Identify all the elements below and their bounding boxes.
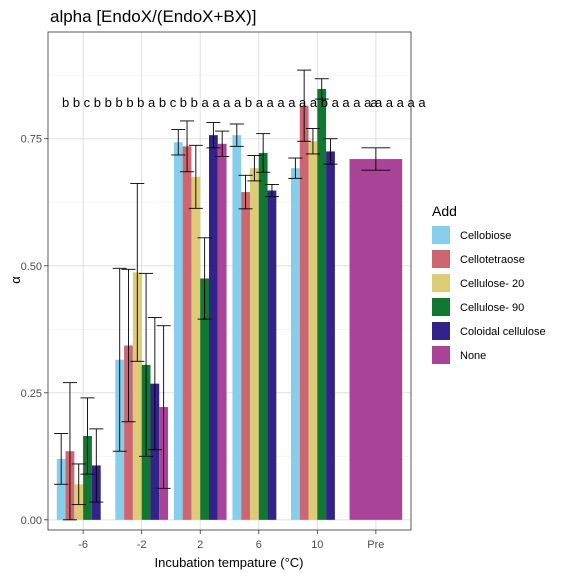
significance-letters: b b c b b b b b a b c b b a a a a b a a …	[62, 95, 426, 110]
significance-letter-pre: a	[370, 95, 378, 110]
x-tick-label: 6	[256, 539, 262, 551]
bar	[291, 168, 300, 520]
chart-title: alpha [EndoX/(EndoX+BX)]	[50, 7, 257, 26]
bar	[174, 142, 183, 520]
x-axis: -6 -2 2 6 10 Pre	[78, 530, 384, 551]
legend-swatch	[432, 298, 450, 316]
bar	[191, 177, 200, 520]
legend-swatch	[432, 322, 450, 340]
legend: Add Cellobiose Cellotetraose Cellulose- 20…	[432, 203, 546, 364]
bar	[309, 141, 318, 520]
x-tick-label: -6	[78, 539, 88, 551]
legend-label: None	[460, 350, 486, 362]
legend-label: Cellobiose	[460, 230, 511, 242]
x-tick-label: Pre	[367, 539, 384, 551]
legend-swatch	[432, 346, 450, 364]
y-axis-label: α	[8, 276, 23, 284]
bar	[209, 135, 218, 520]
legend-label: Cellotetraose	[460, 254, 525, 266]
legend-swatch	[432, 274, 450, 292]
bar	[259, 153, 268, 520]
legend-swatch	[432, 250, 450, 268]
bar	[268, 191, 277, 520]
bar	[241, 192, 250, 520]
legend-title: Add	[432, 203, 457, 219]
legend-label: Coloidal cellulose	[460, 326, 546, 338]
y-axis: 0.00 0.25 0.50 0.75	[21, 134, 48, 527]
y-tick-label: 0.50	[21, 261, 42, 273]
bar	[300, 106, 309, 520]
bar	[232, 135, 241, 520]
legend-label: Cellulose- 20	[460, 278, 524, 290]
y-tick-label: 0.00	[21, 515, 42, 527]
x-tick-label: 10	[311, 539, 323, 551]
bar	[218, 144, 227, 520]
y-tick-label: 0.75	[21, 134, 42, 146]
legend-swatch	[432, 226, 450, 244]
x-tick-label: 2	[197, 539, 203, 551]
legend-label: Cellulose- 90	[460, 302, 524, 314]
y-tick-label: 0.25	[21, 388, 42, 400]
x-tick-label: -2	[137, 539, 147, 551]
x-axis-label: Incubation tempature (°C)	[155, 555, 304, 570]
bar	[326, 151, 335, 519]
bar	[183, 146, 192, 520]
bar	[250, 168, 259, 520]
bar	[350, 159, 403, 520]
